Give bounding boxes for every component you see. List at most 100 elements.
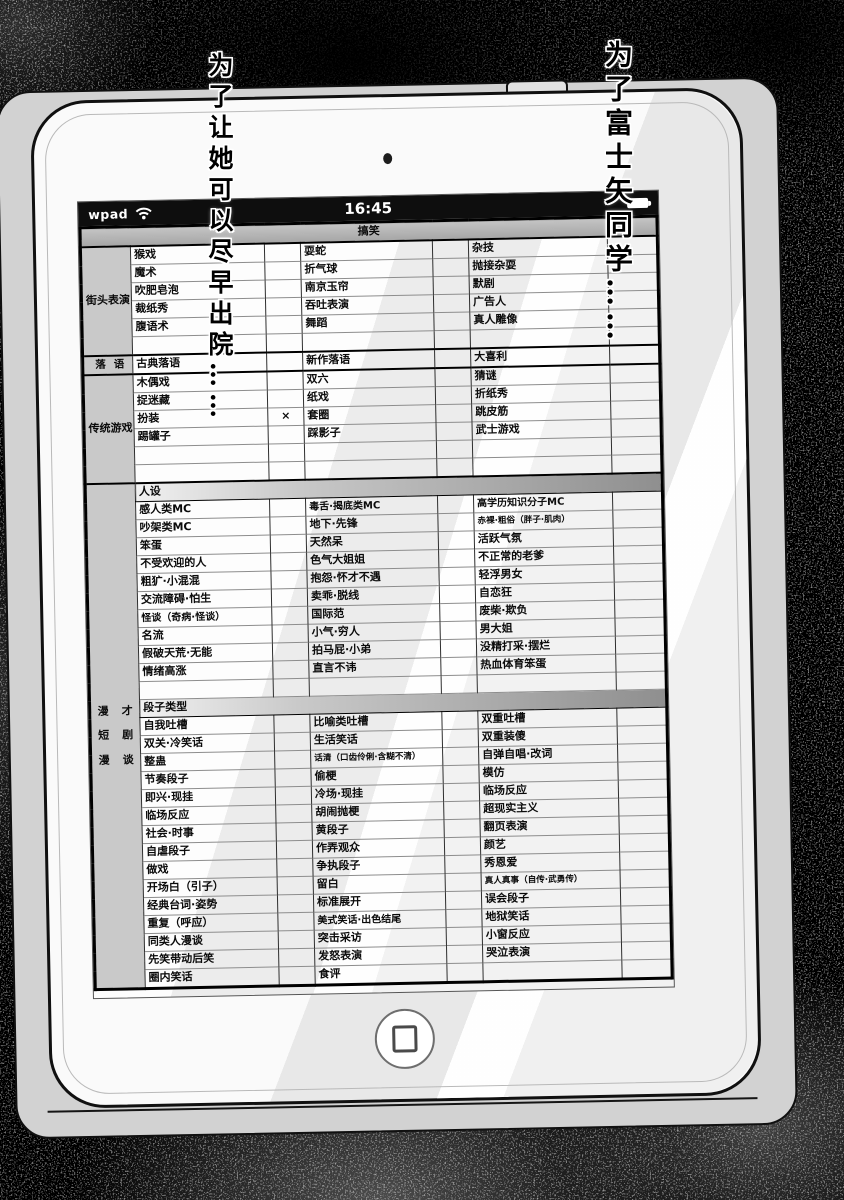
sheet-cell[interactable]	[620, 905, 672, 925]
sheet-cell[interactable]	[267, 389, 304, 409]
sheet-cell[interactable]	[433, 275, 470, 295]
sheet-cell[interactable]	[436, 457, 474, 478]
sheet-cell[interactable]	[618, 779, 669, 799]
sheet-cell[interactable]	[436, 439, 473, 459]
row-header[interactable]: 街头表演	[80, 246, 133, 357]
sheet-cell[interactable]	[266, 333, 303, 353]
sheet-cell[interactable]	[482, 960, 623, 982]
cross-mark-cell[interactable]: ×	[267, 407, 305, 427]
sheet-cell[interactable]	[435, 421, 473, 441]
sheet-cell[interactable]	[433, 293, 470, 313]
sheet-cell[interactable]: 圈内笑话	[144, 966, 280, 989]
sheet-cell[interactable]	[269, 498, 306, 518]
sheet-cell[interactable]	[274, 768, 312, 787]
sheet-cell[interactable]	[617, 725, 668, 745]
sheet-cell[interactable]	[435, 385, 472, 405]
sheet-cell[interactable]	[278, 930, 315, 949]
sheet-cell[interactable]	[434, 348, 471, 369]
sheet-cell[interactable]	[438, 548, 475, 568]
sheet-cell[interactable]	[446, 926, 483, 946]
sheet-cell[interactable]	[446, 962, 484, 983]
home-button[interactable]	[374, 1008, 436, 1070]
sheet-cell[interactable]	[444, 854, 482, 874]
sheet-cell[interactable]	[441, 674, 478, 694]
sheet-cell[interactable]	[434, 367, 472, 387]
sheet-cell[interactable]	[272, 642, 309, 661]
sheet-cell[interactable]	[620, 887, 671, 907]
sheet-cell[interactable]	[432, 257, 470, 277]
sheet-cell[interactable]	[445, 908, 483, 928]
sheet-cell[interactable]	[433, 311, 471, 331]
sheet-cell[interactable]	[265, 315, 303, 335]
sheet-cell[interactable]	[271, 588, 308, 607]
sheet-cell[interactable]	[269, 516, 307, 536]
sheet-cell[interactable]	[278, 948, 315, 967]
sheet-cell[interactable]	[621, 959, 673, 980]
sheet-cell[interactable]	[617, 761, 669, 781]
sheet-cell[interactable]	[277, 912, 315, 931]
sheet-cell[interactable]	[268, 461, 306, 481]
sheet-cell[interactable]	[621, 941, 672, 961]
sheet-cell[interactable]	[618, 815, 670, 835]
sheet-cell[interactable]	[270, 552, 307, 572]
sheet-cell[interactable]	[445, 890, 482, 910]
sheet-cell[interactable]	[440, 638, 477, 658]
sheet-cell[interactable]	[274, 732, 311, 751]
sheet-cell[interactable]	[435, 403, 472, 423]
sheet-cell[interactable]	[437, 494, 474, 514]
sheet-cell[interactable]	[432, 239, 469, 259]
sheet-cell[interactable]	[442, 728, 479, 748]
sheet-cell[interactable]	[439, 584, 476, 604]
sheet-cell[interactable]	[444, 836, 481, 856]
sheet-cell[interactable]	[268, 425, 305, 445]
sheet-cell[interactable]	[278, 966, 316, 986]
sheet-cell[interactable]	[277, 894, 314, 913]
sheet-cell[interactable]	[277, 876, 314, 895]
sheet-cell[interactable]	[441, 710, 479, 730]
sheet-cell[interactable]	[617, 743, 668, 763]
sheet-cell[interactable]	[270, 570, 308, 590]
sheet-cell[interactable]	[265, 297, 302, 317]
row-header[interactable]: 传统游戏	[82, 374, 136, 485]
sheet-cell[interactable]	[443, 782, 480, 802]
sheet-cell[interactable]	[274, 750, 311, 769]
sheet-cell[interactable]	[437, 512, 475, 532]
sheet-cell[interactable]	[270, 534, 307, 554]
sheet-cell[interactable]	[439, 602, 476, 622]
sheet-cell[interactable]	[434, 329, 471, 350]
sheet-cell[interactable]	[276, 840, 313, 859]
sheet-cell[interactable]	[273, 678, 310, 697]
sheet-cell[interactable]	[268, 443, 305, 463]
sheet-cell[interactable]	[442, 764, 480, 784]
sheet-cell[interactable]	[440, 656, 478, 676]
sheet-cell[interactable]	[264, 242, 301, 263]
row-header[interactable]: 落语	[82, 355, 133, 376]
sheet-cell[interactable]	[439, 620, 477, 640]
sheet-cell[interactable]	[271, 606, 309, 625]
sheet-cell[interactable]	[266, 370, 304, 391]
sheet-cell[interactable]	[620, 869, 671, 889]
sheet-cell[interactable]	[266, 351, 303, 372]
sheet-cell[interactable]	[264, 261, 302, 281]
sheet-cell[interactable]	[275, 804, 312, 823]
sheet-cell[interactable]	[276, 858, 314, 877]
sheet-cell[interactable]	[442, 746, 479, 766]
sheet-cell[interactable]	[443, 800, 480, 820]
sheet-cell[interactable]	[272, 660, 310, 679]
sheet-cell[interactable]	[275, 786, 312, 805]
sheet-cell[interactable]	[619, 833, 670, 853]
sheet-cell[interactable]	[619, 851, 671, 871]
sheet-cell[interactable]	[265, 279, 302, 299]
sheet-cell[interactable]	[443, 818, 481, 838]
sheet-cell[interactable]	[272, 624, 309, 643]
sheet-cell[interactable]: 食评	[314, 963, 448, 986]
sheet-cell[interactable]	[446, 944, 483, 964]
sheet-cell[interactable]	[445, 872, 482, 892]
sheet-cell[interactable]	[438, 530, 475, 550]
sheet-cell[interactable]	[621, 923, 672, 943]
sheet-cell[interactable]	[273, 714, 311, 733]
sheet-cell[interactable]	[275, 822, 313, 841]
sheet-cell[interactable]	[616, 707, 668, 727]
sheet-cell[interactable]	[618, 797, 669, 817]
sheet-cell[interactable]	[438, 566, 476, 586]
